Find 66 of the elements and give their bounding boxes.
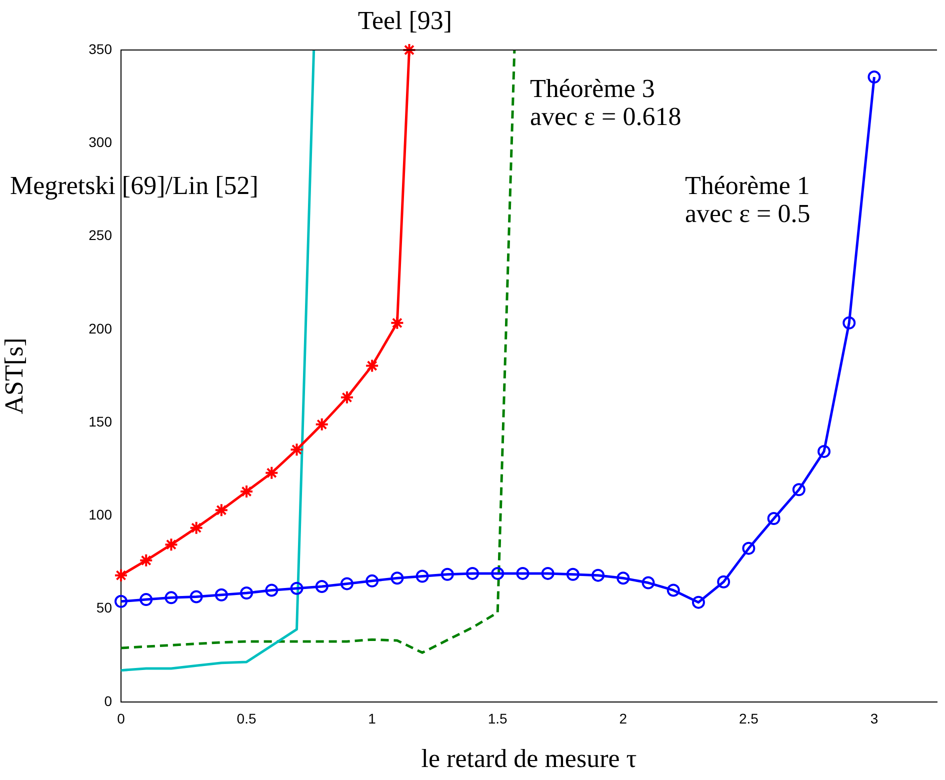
y-tick-label: 0	[104, 692, 112, 709]
point	[214, 503, 228, 518]
point	[402, 43, 416, 57]
point	[240, 586, 254, 600]
point	[214, 588, 228, 602]
y-tick-label: 100	[88, 506, 112, 523]
point	[164, 591, 178, 604]
x-tick-label: 1.5	[488, 710, 508, 726]
point	[189, 520, 204, 535]
point	[315, 580, 328, 594]
y-tick-label: 350	[88, 40, 112, 57]
y-axis-title: AST[s]	[0, 338, 28, 414]
y-tick-label: 50	[96, 600, 112, 616]
point	[692, 596, 705, 609]
point	[717, 575, 730, 588]
annotation: Théorème 3 avec ε = 0.618	[530, 74, 682, 131]
point	[792, 483, 806, 496]
point	[290, 442, 304, 457]
point	[390, 572, 404, 585]
point	[240, 484, 254, 498]
point	[642, 576, 655, 590]
x-tick-label: 3	[870, 710, 878, 726]
x-tick-label: 1	[368, 710, 376, 726]
point	[818, 444, 831, 458]
point	[416, 570, 429, 583]
text: Teel [93]	[358, 6, 452, 35]
point	[440, 568, 454, 581]
point	[516, 566, 530, 580]
point	[290, 582, 304, 595]
y-tick-label: 150	[88, 413, 112, 430]
point	[114, 594, 128, 608]
point	[491, 566, 504, 580]
point	[190, 590, 203, 604]
point	[114, 568, 128, 582]
point	[566, 568, 580, 581]
point	[365, 358, 380, 373]
point	[366, 574, 379, 588]
y-tick-label: 250	[88, 227, 112, 244]
y-tick-label: 300	[88, 134, 112, 150]
point	[466, 566, 480, 580]
point	[390, 316, 404, 330]
point	[314, 417, 329, 432]
point	[767, 512, 780, 526]
x-tick-label: 0.5	[236, 710, 256, 726]
point	[264, 466, 279, 480]
x-tick-label: 0	[117, 710, 126, 726]
point	[139, 553, 154, 568]
point	[340, 577, 354, 590]
point	[616, 572, 630, 585]
line-series	[120, 48, 516, 654]
point	[164, 538, 178, 552]
point	[666, 584, 680, 597]
annotation: Megretski [69]/Lin [52]	[10, 170, 258, 200]
point	[265, 584, 278, 597]
point	[541, 566, 554, 580]
point	[340, 390, 354, 404]
point	[592, 568, 605, 582]
x-axis-title: le retard de mesure τ	[421, 744, 637, 774]
point	[842, 316, 856, 330]
point	[140, 593, 153, 606]
point	[742, 542, 756, 555]
y-tick-label: 200	[88, 320, 112, 336]
point	[868, 70, 881, 84]
x-tick-label: 2.5	[738, 710, 759, 726]
annotation: Théorème 1 avec ε = 0.5	[685, 170, 810, 228]
x-tick-label: 2	[619, 710, 628, 726]
